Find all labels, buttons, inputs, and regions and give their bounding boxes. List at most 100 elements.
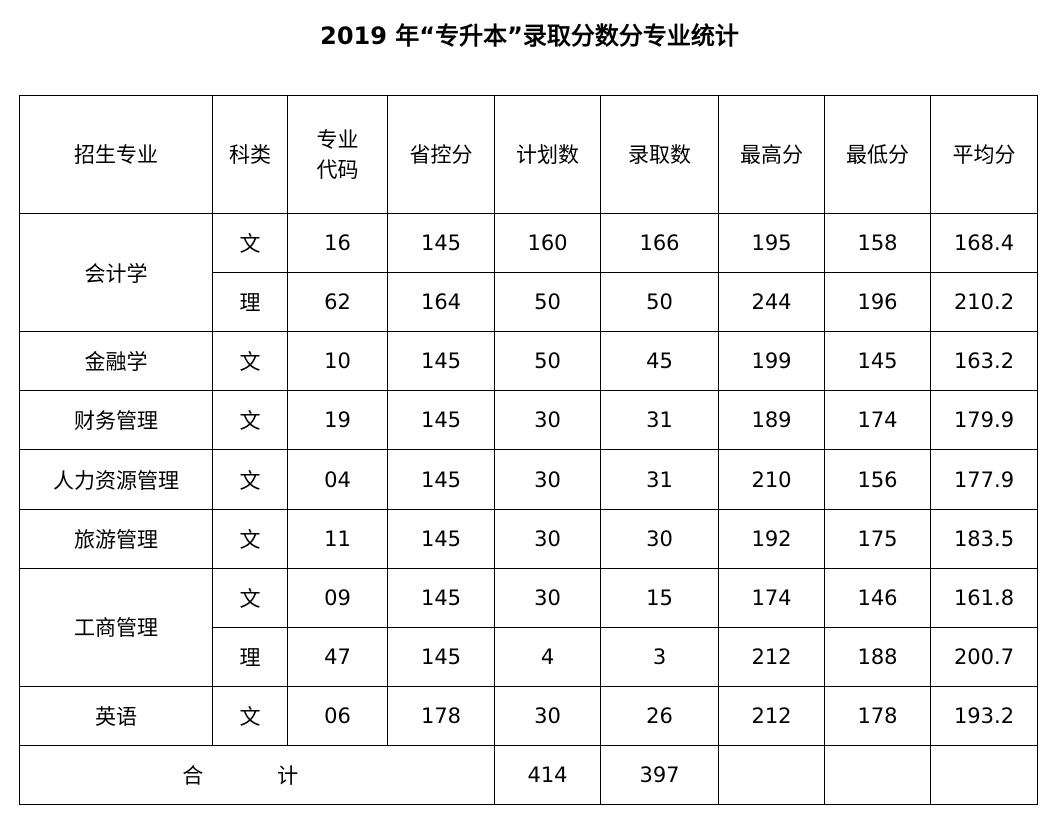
cell-plan: 160 <box>494 213 601 274</box>
cell-category: 文 <box>212 331 288 392</box>
table-row: 工商管理 文 09 145 30 15 174 146 161.8 <box>19 567 1038 687</box>
table-header-row: 招生专业 科类 专业 代码 省控分 计划数 录取数 最高分 最低分 平均分 <box>19 94 1038 215</box>
cell-category: 文 <box>212 213 288 274</box>
cell-province-line: 145 <box>387 508 495 569</box>
cell-min: 196 <box>824 272 931 333</box>
header-code-top: 专业 <box>316 127 359 152</box>
cell-avg: 161.8 <box>930 567 1038 628</box>
cell-avg: 163.2 <box>930 331 1038 392</box>
cell-code: 09 <box>287 567 388 628</box>
cell-max: 199 <box>718 331 825 392</box>
cell-max: 189 <box>718 390 825 451</box>
cell-min: 188 <box>824 626 931 687</box>
cell-major: 旅游管理 <box>19 508 213 569</box>
table-row: 财务管理 文 19 145 30 31 189 174 179.9 <box>19 390 1038 451</box>
table-row: 人力资源管理 文 04 145 30 31 210 156 177.9 <box>19 449 1038 510</box>
header-min: 最低分 <box>824 94 931 215</box>
cell-min: 174 <box>824 390 931 451</box>
cell-min: 158 <box>824 213 931 274</box>
table-row: 理 47 145 4 3 212 188 200.7 <box>20 626 1038 687</box>
cell-plan: 4 <box>494 626 601 687</box>
table-row: 会计学 文 16 145 160 166 195 158 168.4 <box>19 213 1038 333</box>
header-major: 招生专业 <box>19 94 213 215</box>
cell-plan: 50 <box>494 331 601 392</box>
cell-category: 文 <box>212 390 288 451</box>
cell-province-line: 164 <box>387 272 495 333</box>
cell-min: 146 <box>824 567 931 628</box>
table-row: 理 62 164 50 50 244 196 210.2 <box>20 272 1038 333</box>
total-plan: 414 <box>494 744 601 806</box>
cell-avg: 200.7 <box>930 626 1038 687</box>
admission-score-table: 招生专业 科类 专业 代码 省控分 计划数 录取数 最高分 最低分 平均分 会计… <box>19 94 1038 806</box>
cell-min: 175 <box>824 508 931 569</box>
cell-major: 财务管理 <box>19 390 213 451</box>
cell-max: 244 <box>718 272 825 333</box>
cell-category: 文 <box>212 685 288 746</box>
cell-max: 192 <box>718 508 825 569</box>
cell-category: 文 <box>212 567 288 628</box>
cell-province-line: 145 <box>387 331 495 392</box>
cell-major: 英语 <box>19 685 213 746</box>
cell-category: 理 <box>212 626 288 687</box>
cell-admitted: 3 <box>600 626 719 687</box>
cell-plan: 50 <box>494 272 601 333</box>
table-row: 旅游管理 文 11 145 30 30 192 175 183.5 <box>19 508 1038 569</box>
cell-major: 会计学 <box>19 213 213 333</box>
cell-code: 19 <box>287 390 388 451</box>
cell-admitted: 31 <box>600 449 719 510</box>
header-category: 科类 <box>212 94 288 215</box>
table-row: 金融学 文 10 145 50 45 199 145 163.2 <box>19 331 1038 392</box>
cell-admitted: 50 <box>600 272 719 333</box>
cell-code: 04 <box>287 449 388 510</box>
cell-admitted: 26 <box>600 685 719 746</box>
cell-min: 156 <box>824 449 931 510</box>
cell-avg: 193.2 <box>930 685 1038 746</box>
cell-max: 195 <box>718 213 825 274</box>
total-label-text: 合 计 <box>182 763 332 788</box>
cell-major: 工商管理 <box>19 567 213 687</box>
header-province-line: 省控分 <box>387 94 495 215</box>
cell-avg: 177.9 <box>930 449 1038 510</box>
cell-avg: 183.5 <box>930 508 1038 569</box>
header-code: 专业 代码 <box>287 94 388 215</box>
cell-admitted: 166 <box>600 213 719 274</box>
cell-province-line: 145 <box>387 626 495 687</box>
cell-major: 人力资源管理 <box>19 449 213 510</box>
total-row: 合 计 414 397 <box>19 744 1038 806</box>
cell-avg: 210.2 <box>930 272 1038 333</box>
total-admitted: 397 <box>600 744 719 806</box>
cell-code: 10 <box>287 331 388 392</box>
cell-admitted: 45 <box>600 331 719 392</box>
header-plan: 计划数 <box>494 94 601 215</box>
total-label: 合 计 <box>19 744 495 806</box>
cell-avg: 179.9 <box>930 390 1038 451</box>
page-title: 2019 年“专升本”录取分数分专业统计 <box>320 22 739 50</box>
cell-category: 理 <box>212 272 288 333</box>
cell-admitted: 31 <box>600 390 719 451</box>
cell-plan: 30 <box>494 390 601 451</box>
cell-code: 47 <box>287 626 388 687</box>
cell-category: 文 <box>212 508 288 569</box>
cell-plan: 30 <box>494 508 601 569</box>
cell-admitted: 15 <box>600 567 719 628</box>
cell-plan: 30 <box>494 449 601 510</box>
cell-plan: 30 <box>494 567 601 628</box>
header-max: 最高分 <box>718 94 825 215</box>
cell-min: 145 <box>824 331 931 392</box>
cell-code: 62 <box>287 272 388 333</box>
cell-province-line: 145 <box>387 213 495 274</box>
cell-province-line: 178 <box>387 685 495 746</box>
cell-max: 212 <box>718 685 825 746</box>
header-avg: 平均分 <box>930 94 1038 215</box>
cell-avg: 168.4 <box>930 213 1038 274</box>
cell-max: 210 <box>718 449 825 510</box>
cell-code: 06 <box>287 685 388 746</box>
total-max-empty <box>718 744 825 806</box>
cell-major: 金融学 <box>19 331 213 392</box>
cell-plan: 30 <box>494 685 601 746</box>
total-min-empty <box>824 744 931 806</box>
cell-code: 11 <box>287 508 388 569</box>
header-code-bottom: 代码 <box>316 157 359 182</box>
cell-province-line: 145 <box>387 449 495 510</box>
table-row: 英语 文 06 178 30 26 212 178 193.2 <box>19 685 1038 746</box>
